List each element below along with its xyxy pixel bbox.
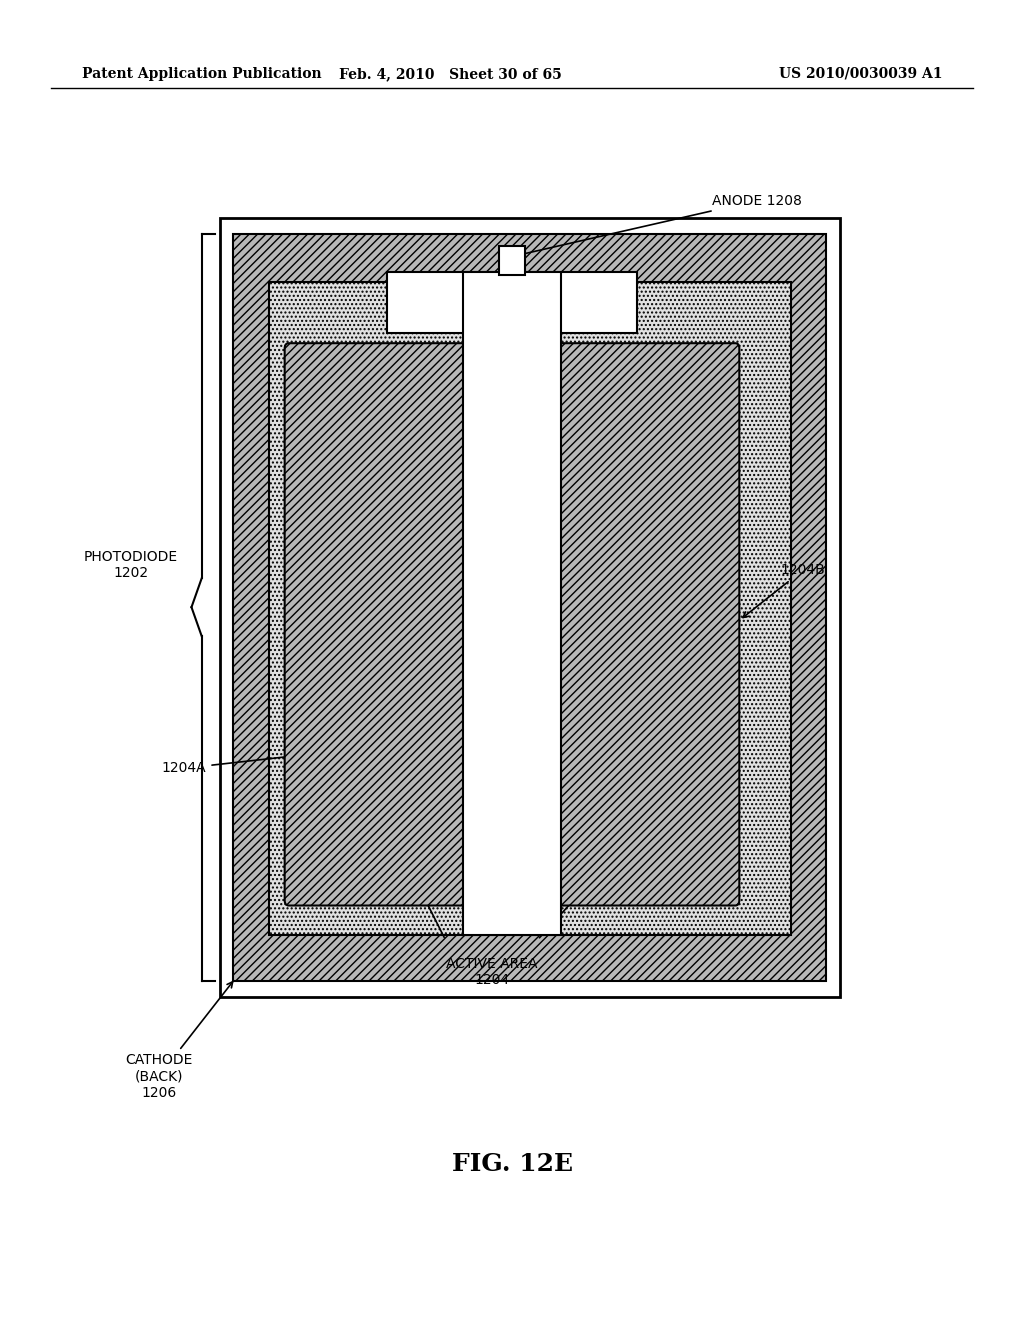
Bar xyxy=(220,218,840,997)
Bar xyxy=(499,246,525,275)
Bar xyxy=(463,272,561,935)
Text: Patent Application Publication: Patent Application Publication xyxy=(82,67,322,81)
FancyBboxPatch shape xyxy=(521,343,739,906)
Text: Feb. 4, 2010   Sheet 30 of 65: Feb. 4, 2010 Sheet 30 of 65 xyxy=(339,67,562,81)
Bar xyxy=(269,282,791,935)
Text: PHOTODIODE
1202: PHOTODIODE 1202 xyxy=(84,550,178,579)
Text: ANODE 1208: ANODE 1208 xyxy=(518,194,802,256)
Text: FIG. 12E: FIG. 12E xyxy=(452,1152,572,1176)
Text: 1204A: 1204A xyxy=(162,751,321,775)
FancyBboxPatch shape xyxy=(285,343,503,906)
Text: CATHODE
(BACK)
1206: CATHODE (BACK) 1206 xyxy=(125,982,232,1100)
Bar xyxy=(387,272,637,333)
Text: ACTIVE AREA
1204: ACTIVE AREA 1204 xyxy=(445,957,538,987)
Text: US 2010/0030039 A1: US 2010/0030039 A1 xyxy=(778,67,942,81)
Text: 1204B: 1204B xyxy=(743,564,825,618)
Bar xyxy=(233,234,826,981)
